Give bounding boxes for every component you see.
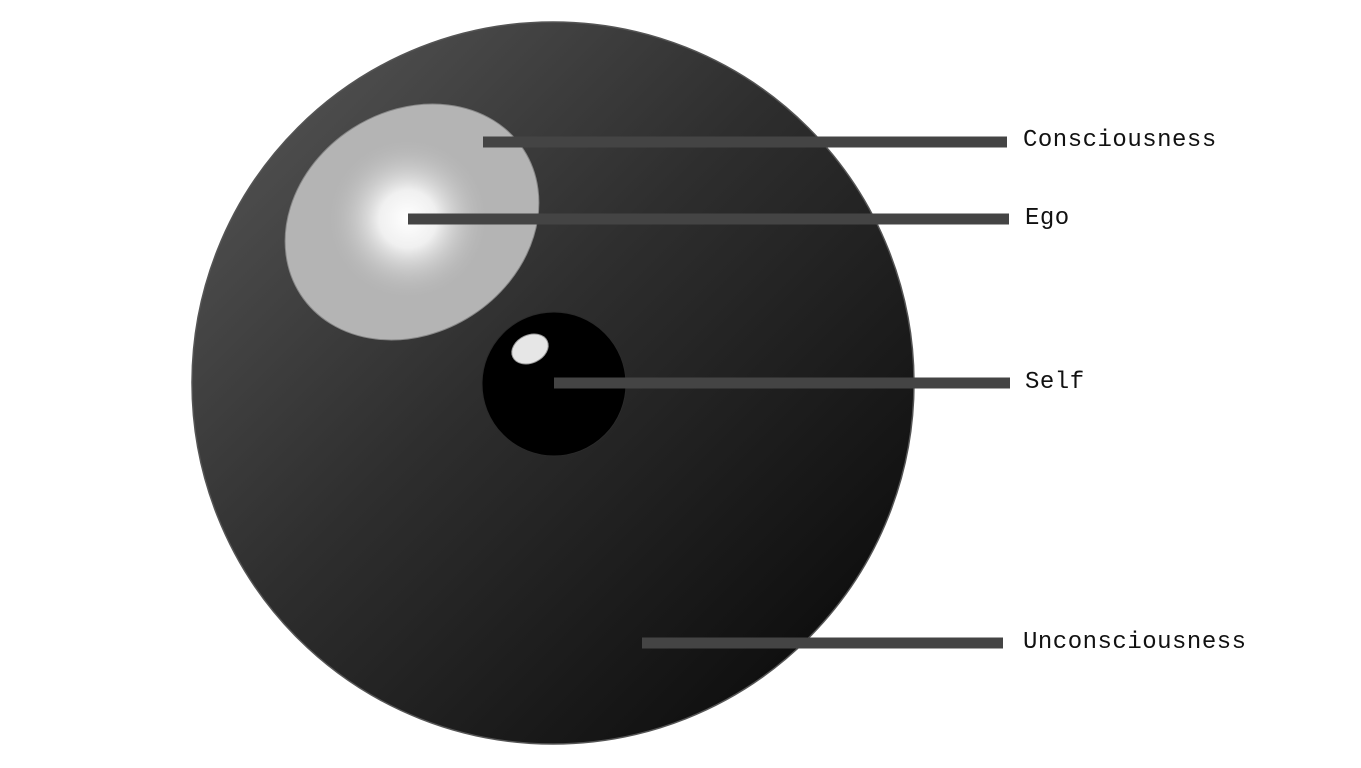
unconsciousness-label: Unconsciousness: [1023, 629, 1247, 656]
ego-label: Ego: [1025, 205, 1070, 232]
self-highlight: [511, 333, 549, 365]
self-label: Self: [1025, 369, 1085, 396]
consciousness-label: Consciousness: [1023, 127, 1217, 154]
